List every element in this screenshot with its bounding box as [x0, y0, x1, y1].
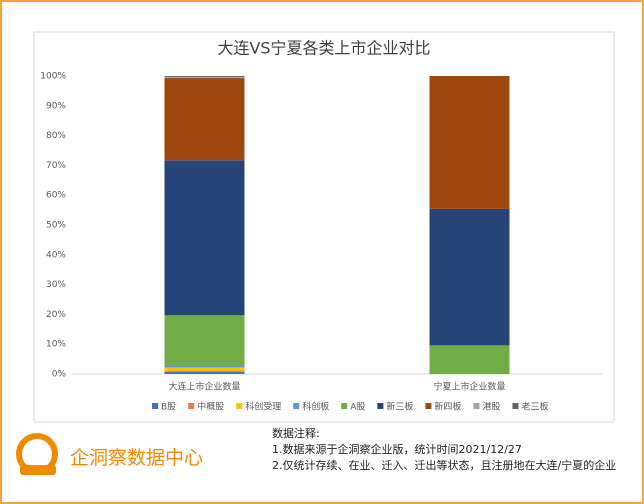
y-tick-label: 20%	[46, 310, 66, 320]
y-tick-label: 60%	[46, 191, 66, 201]
bar-segment	[429, 345, 510, 374]
legend-label: 科创受理	[245, 401, 281, 413]
legend-swatch	[377, 403, 384, 409]
x-tick-label: 宁夏上市企业数量	[433, 381, 505, 393]
y-tick-label: 30%	[46, 280, 66, 290]
legend-label: A股	[350, 402, 365, 413]
note: 2.仅统计存续、在业、迁入、迁出等状态，且注册地在大连/宁夏的企业	[272, 459, 617, 472]
y-tick-label: 80%	[46, 131, 66, 141]
bar-segment	[164, 371, 245, 374]
legend-label: 新三板	[386, 401, 413, 413]
bar-segment	[164, 367, 245, 372]
notes: 数据注释: 1.数据来源于企洞察企业版，统计时间2021/12/27 2.仅统计…	[272, 426, 632, 474]
y-tick-label: 40%	[46, 250, 66, 260]
y-tick-label: 70%	[46, 161, 66, 171]
y-tick-label: 100%	[40, 72, 66, 82]
y-tick-label: 10%	[46, 340, 66, 350]
chart-title: 大连VS宁夏各类上市企业对比	[217, 39, 430, 58]
brand: 企洞察数据中心	[70, 447, 204, 469]
legend-swatch	[473, 403, 480, 409]
legend-swatch	[152, 403, 158, 409]
note: 1.数据来源于企洞察企业版，统计时间2021/12/27	[272, 443, 522, 456]
bar-segment	[164, 315, 245, 366]
bar-segment	[164, 78, 245, 161]
legend-swatch	[236, 403, 243, 409]
logo-badge	[20, 465, 56, 475]
legend-label: 科创板	[302, 401, 329, 413]
y-tick-label: 0%	[52, 370, 67, 380]
legend-label: 中概股	[197, 401, 224, 413]
bar-segment	[164, 160, 245, 316]
legend-swatch	[341, 403, 348, 409]
legend-swatch	[425, 403, 432, 409]
y-tick-label: 90%	[46, 101, 66, 111]
legend-swatch	[512, 403, 519, 409]
bar-segment	[164, 365, 245, 368]
legend-swatch	[293, 403, 300, 409]
bar-segment	[164, 76, 245, 79]
legend-swatch	[188, 403, 195, 409]
x-tick-label: 大连上市企业数量	[168, 381, 240, 393]
legend-label: 老三板	[521, 401, 548, 413]
y-tick-label: 50%	[46, 221, 66, 231]
notes-title: 数据注释:	[272, 427, 320, 440]
legend-label: B股	[161, 402, 176, 413]
bar-segment	[429, 208, 510, 346]
bar-segment	[429, 76, 510, 209]
bar-segment	[164, 76, 245, 77]
legend-label: 新四板	[434, 401, 461, 413]
chart-panel	[33, 31, 615, 423]
bar-segment	[164, 371, 245, 372]
legend-label: 港股	[482, 401, 500, 413]
